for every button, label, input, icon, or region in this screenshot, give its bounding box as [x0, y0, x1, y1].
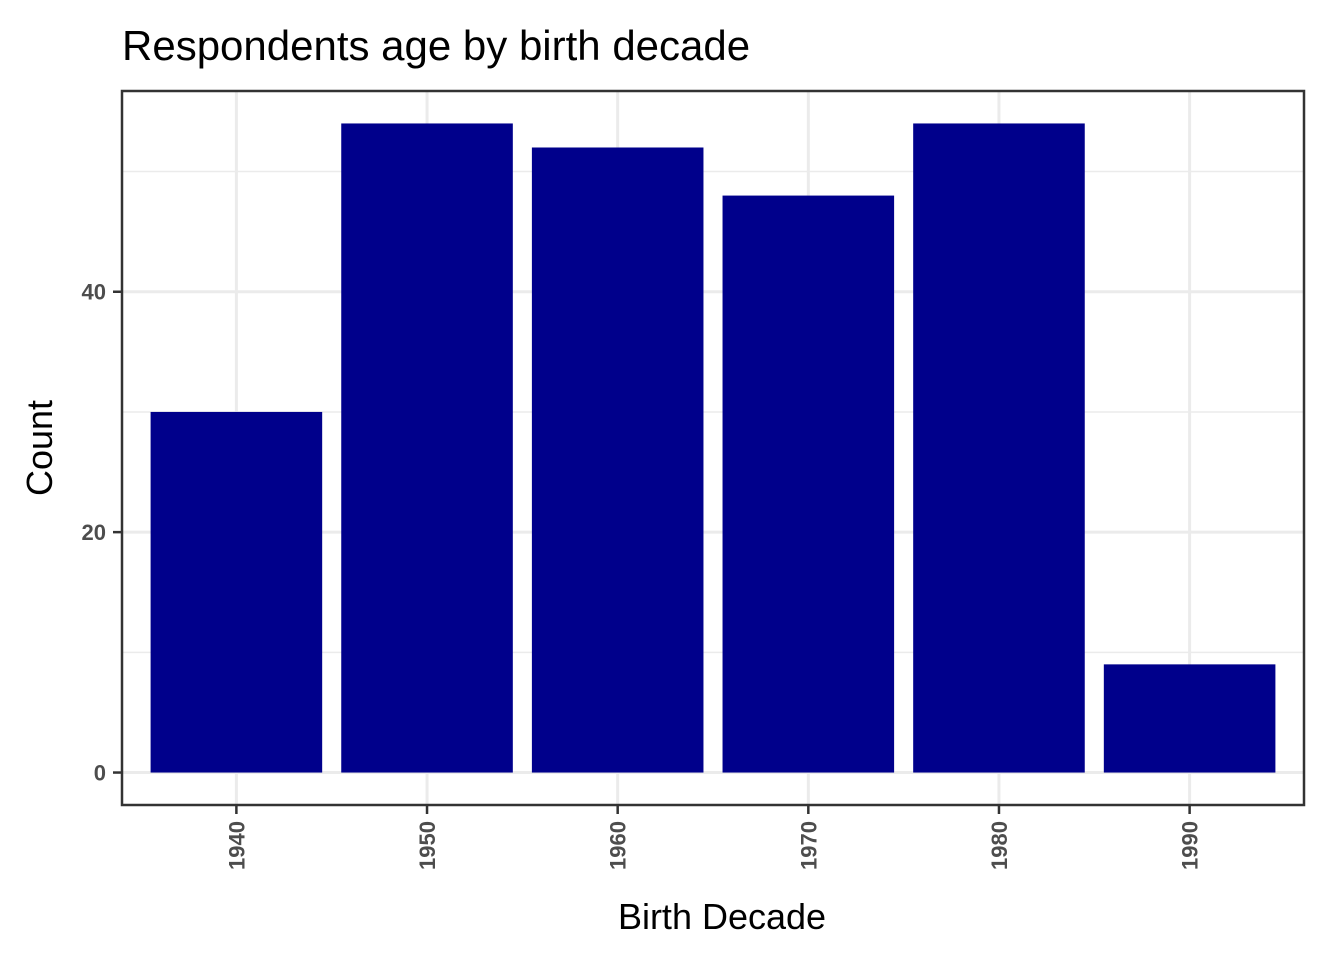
bar [722, 195, 895, 773]
y-tick-label: 0 [94, 761, 106, 786]
x-tick-label: 1970 [796, 821, 821, 870]
y-tick-label: 20 [82, 520, 106, 545]
x-tick-label: 1960 [606, 821, 631, 870]
x-tick-label: 1940 [224, 821, 249, 870]
bar [1103, 664, 1276, 773]
bar [913, 123, 1085, 773]
bar [150, 411, 323, 773]
x-tick-label: 1990 [1178, 821, 1203, 870]
x-axis-title: Birth Decade [618, 896, 826, 937]
x-tick-label: 1980 [987, 821, 1012, 870]
bars [150, 123, 1276, 773]
y-tick-labels: 0 20 40 [82, 280, 106, 786]
x-tick-label: 1950 [415, 821, 440, 870]
y-axis-title: Count [19, 400, 60, 496]
bar [531, 147, 704, 773]
plot-panel-border [120, 89, 1306, 807]
bar [341, 123, 513, 773]
chart-title: Respondents age by birth decade [122, 22, 750, 69]
axis-ticks [113, 290, 1191, 814]
y-tick-label: 40 [82, 280, 106, 305]
x-tick-labels: 1940 1950 1960 1970 1980 1990 [224, 821, 1202, 870]
